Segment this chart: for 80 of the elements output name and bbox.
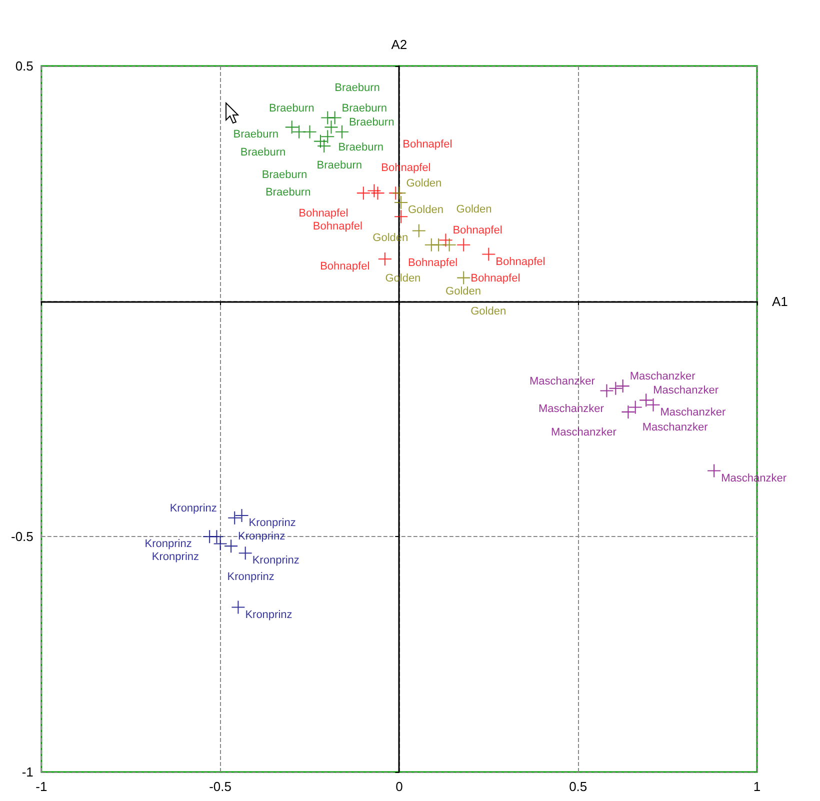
text: Golden <box>406 178 442 190</box>
text: Kronprinz <box>144 538 192 550</box>
point <box>442 238 456 252</box>
text: Bohnapfel <box>408 257 458 270</box>
point <box>412 224 426 238</box>
point <box>214 537 227 550</box>
text: Braeburn <box>265 186 311 199</box>
x-tick-label: 0.5 <box>569 779 588 794</box>
text: Braeburn <box>262 168 308 181</box>
series-label: Golden <box>408 204 444 216</box>
point <box>285 120 298 134</box>
text: Golden <box>456 203 492 216</box>
text: Maschanzker <box>530 375 595 388</box>
point <box>628 400 642 414</box>
text: Maschanzker <box>660 406 726 418</box>
text: Maschanzker <box>538 402 604 415</box>
point <box>238 546 252 560</box>
point <box>609 382 622 395</box>
y-tick-label: -0.5 <box>10 529 34 544</box>
point <box>394 210 408 224</box>
text: Maschanzker <box>653 384 719 397</box>
text: Kronprinz <box>152 551 199 564</box>
point <box>324 120 338 134</box>
series-label: Braeburn <box>342 102 388 114</box>
text: Kronprinz <box>245 608 292 621</box>
point <box>394 196 408 209</box>
text: Bohnapfel <box>320 260 370 272</box>
point <box>210 530 224 544</box>
text: Braeburn <box>348 116 394 128</box>
text: Braeburn <box>269 102 314 114</box>
text: Golden <box>470 305 506 318</box>
text: Bohnapfel <box>298 208 348 220</box>
point <box>600 384 614 398</box>
point <box>457 271 470 284</box>
point <box>378 252 392 266</box>
point <box>303 125 316 138</box>
text: Bohnapfel <box>312 220 362 233</box>
text: Kronprinz <box>252 554 300 567</box>
point <box>232 600 245 614</box>
y-tick-label: -1 <box>22 764 34 780</box>
text: Braeburn <box>240 146 286 158</box>
x-tick-label: -0.5 <box>209 779 232 794</box>
point <box>318 140 331 153</box>
point <box>328 111 342 124</box>
point <box>482 248 496 261</box>
point <box>640 394 653 407</box>
x-tick-label: -1 <box>36 779 48 794</box>
text: Bohnapfel <box>402 138 452 151</box>
point <box>646 398 660 412</box>
x-axis-title: A1 <box>772 294 788 309</box>
text: Golden <box>446 285 482 298</box>
y-axis-title: A2 <box>391 37 408 52</box>
point <box>392 186 406 200</box>
point <box>457 238 470 252</box>
y-tick-label: 0.5 <box>15 58 34 74</box>
text: Maschanzker <box>550 426 616 438</box>
text: Bohnapfel <box>470 272 520 284</box>
point <box>708 464 721 478</box>
series-label: Kronprinz <box>248 516 296 529</box>
point <box>321 130 334 144</box>
point <box>235 508 248 522</box>
text: Braeburn <box>334 82 380 94</box>
text: Maschanzker <box>642 422 708 434</box>
text: Maschanzker <box>630 370 696 383</box>
text: Bohnapfel <box>452 224 502 237</box>
point <box>356 186 370 200</box>
text: Braeburn <box>338 142 384 154</box>
text: Kronprinz <box>170 502 217 514</box>
text: Braeburn <box>316 159 362 172</box>
point <box>335 125 348 138</box>
x-tick-label: 0 <box>396 779 403 794</box>
text: Braeburn <box>233 128 279 141</box>
series-label: Bohnapfel <box>496 256 546 268</box>
point <box>228 511 242 524</box>
x-tick-label: 1 <box>753 779 761 794</box>
point <box>616 380 630 393</box>
text: Kronprinz <box>227 571 274 584</box>
point <box>371 186 384 200</box>
point <box>224 540 238 553</box>
point <box>622 405 635 418</box>
